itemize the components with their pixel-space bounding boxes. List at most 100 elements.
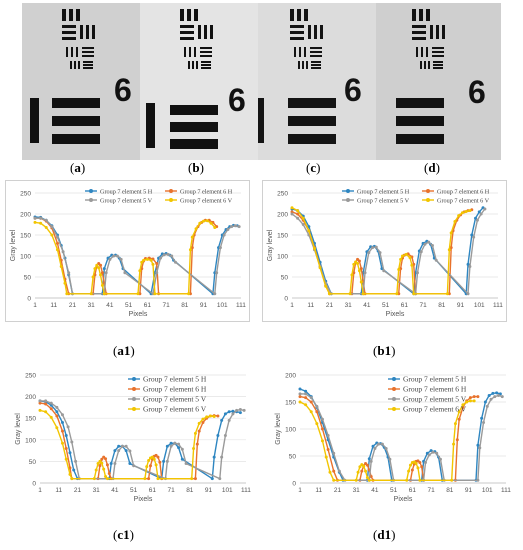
- data-point: [117, 444, 121, 448]
- data-point: [113, 449, 117, 453]
- data-point: [472, 395, 476, 399]
- data-point: [332, 451, 336, 455]
- data-point: [430, 244, 434, 247]
- data-point: [50, 233, 54, 237]
- test-target-image-a: 6: [22, 3, 140, 160]
- data-point: [328, 470, 332, 474]
- data-point: [223, 412, 227, 416]
- data-point: [298, 400, 302, 404]
- data-point: [70, 440, 74, 444]
- data-point: [354, 478, 358, 482]
- data-point: [397, 267, 401, 271]
- data-point: [373, 446, 377, 450]
- x-tick-label: 31: [88, 302, 96, 309]
- data-point: [348, 292, 352, 296]
- series-4: [38, 408, 216, 481]
- digit-label: 6: [228, 82, 246, 118]
- data-point: [63, 281, 67, 285]
- data-point: [99, 273, 103, 277]
- data-point: [170, 254, 174, 258]
- data-point: [100, 461, 104, 465]
- legend-marker: [392, 407, 396, 411]
- data-point: [242, 408, 246, 412]
- legend-marker: [89, 189, 93, 193]
- series-3: [298, 392, 504, 482]
- data-point: [193, 431, 197, 435]
- data-point: [49, 407, 53, 411]
- data-point: [67, 271, 71, 275]
- legend-marker: [169, 189, 173, 193]
- data-point: [100, 457, 104, 461]
- x-axis-title: Pixels: [394, 496, 413, 503]
- data-point: [190, 477, 194, 481]
- chart-label-a1: (a1): [113, 343, 135, 358]
- data-point: [431, 450, 435, 454]
- y-tick-label: 200: [285, 373, 296, 380]
- data-point: [290, 212, 294, 216]
- data-point: [95, 263, 99, 267]
- data-point: [152, 457, 156, 461]
- data-point: [500, 395, 504, 399]
- data-point: [290, 206, 294, 210]
- digit-label: 6: [114, 72, 132, 108]
- data-point: [408, 256, 412, 260]
- data-point: [307, 229, 311, 233]
- data-point: [184, 462, 188, 466]
- y-tick-label: 250: [25, 373, 36, 380]
- x-tick-label: 21: [326, 302, 334, 309]
- data-point: [65, 292, 69, 296]
- data-point: [367, 251, 371, 255]
- x-axis-title: Pixels: [134, 496, 153, 503]
- data-point: [360, 469, 364, 473]
- x-tick-label: 51: [130, 487, 138, 494]
- data-point: [487, 394, 491, 398]
- data-point: [98, 464, 102, 468]
- data-point: [304, 403, 308, 407]
- data-point: [198, 221, 202, 225]
- x-tick-label: 1: [290, 302, 294, 309]
- data-point: [461, 403, 465, 407]
- data-point: [450, 478, 454, 482]
- data-point: [296, 209, 300, 213]
- data-point: [220, 418, 224, 422]
- legend: Group 7 element 5 H Group 7 element 6 H Gr…: [342, 189, 490, 205]
- legend-marker: [426, 198, 430, 202]
- x-tick-label: 31: [353, 487, 361, 494]
- x-tick-label: 91: [205, 487, 213, 494]
- data-point: [173, 260, 177, 264]
- data-point: [197, 421, 201, 425]
- data-point: [364, 469, 368, 473]
- data-point: [435, 451, 439, 455]
- data-point: [301, 216, 305, 220]
- legend-label: Group 7 element 5 H: [357, 189, 410, 196]
- data-point: [478, 446, 482, 450]
- y-tick-label: 50: [289, 454, 297, 461]
- data-point: [298, 395, 302, 399]
- data-point: [363, 271, 367, 275]
- data-point: [72, 468, 76, 472]
- data-point: [468, 396, 472, 400]
- data-point: [188, 248, 192, 252]
- data-point: [296, 216, 300, 220]
- legend-label: Group 7 element 6 V: [403, 405, 467, 414]
- data-point: [227, 418, 231, 422]
- data-point: [404, 252, 408, 256]
- data-point: [447, 248, 451, 252]
- x-tick-label: 81: [186, 487, 194, 494]
- data-point: [205, 219, 209, 223]
- legend-label: Group 7 element 6 H: [403, 385, 467, 394]
- chart-c1: 0 50 100 150 200 250 1 11 21 31 41 51 61 71 81 91 101 111…: [10, 365, 255, 505]
- data-point: [407, 469, 411, 473]
- digit-label: 6: [344, 72, 362, 108]
- data-point: [215, 271, 219, 275]
- data-point: [156, 455, 160, 459]
- y-tick-label: 100: [285, 427, 296, 434]
- digit-label: 6: [468, 74, 486, 110]
- data-point: [143, 477, 147, 481]
- x-tick-label: 61: [144, 302, 152, 309]
- legend-marker: [89, 198, 93, 202]
- legend-marker: [392, 377, 396, 381]
- data-point: [388, 457, 392, 461]
- data-point: [104, 271, 108, 275]
